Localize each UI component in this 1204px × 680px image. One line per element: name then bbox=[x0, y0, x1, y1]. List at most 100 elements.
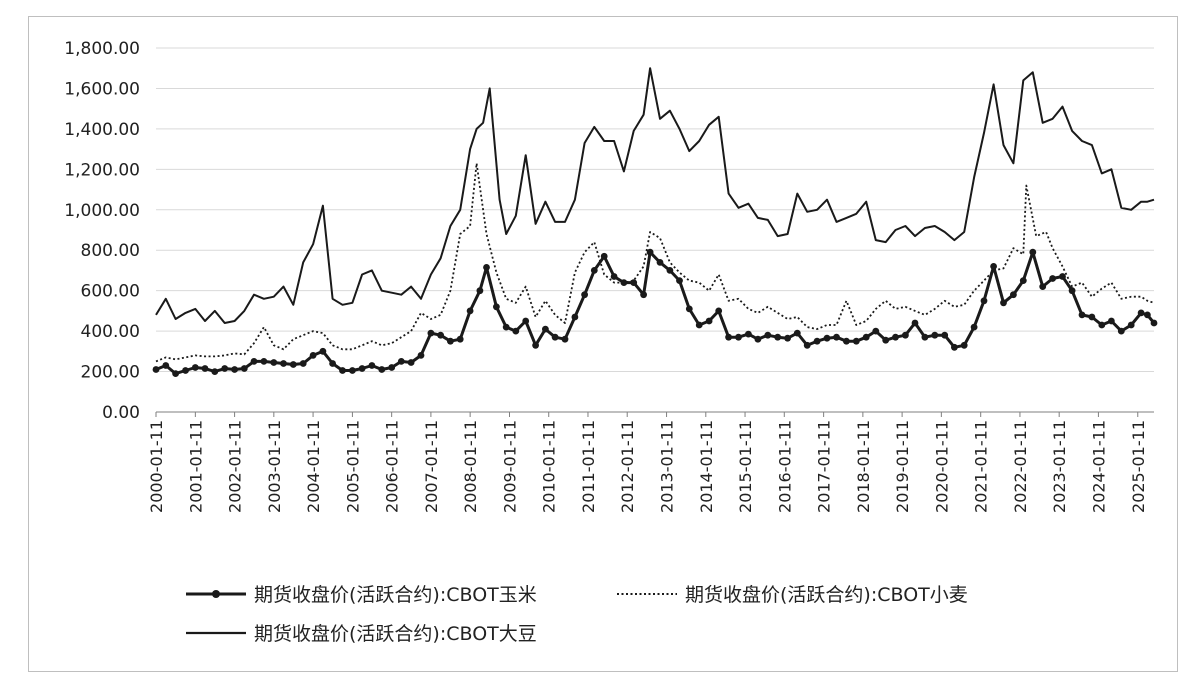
data-point bbox=[951, 343, 958, 351]
data-point bbox=[299, 360, 307, 367]
data-point bbox=[1029, 248, 1037, 256]
x-tick-label: 2025-01-11 bbox=[1129, 420, 1148, 513]
data-point bbox=[620, 279, 628, 286]
data-point bbox=[466, 307, 474, 315]
data-point bbox=[1144, 311, 1151, 319]
data-point bbox=[221, 365, 229, 372]
y-tick-label: 0.00 bbox=[102, 403, 140, 423]
x-axis: 2000-01-11 2001-01-11 2002-01-11 2003-01-11… bbox=[147, 411, 1154, 513]
gridlines bbox=[156, 47, 1154, 413]
x-tick-label: 2008-01-11 bbox=[461, 420, 480, 513]
series-line-3 bbox=[155, 67, 1155, 324]
data-point bbox=[1150, 319, 1158, 327]
data-point bbox=[705, 317, 713, 325]
data-point bbox=[319, 347, 327, 355]
data-point bbox=[407, 359, 415, 366]
x-tick-label: 2001-01-11 bbox=[186, 420, 205, 513]
x-tick-label: 2012-01-11 bbox=[618, 420, 637, 513]
legend-label-1: 期货收盘价(活跃合约):CBOT玉米 bbox=[254, 584, 537, 606]
data-point bbox=[329, 360, 336, 367]
data-point bbox=[152, 366, 160, 373]
data-point bbox=[882, 336, 890, 344]
data-point bbox=[456, 335, 464, 343]
data-point bbox=[397, 358, 405, 365]
data-point bbox=[590, 267, 598, 274]
x-tick-label: 2024-01-11 bbox=[1089, 420, 1108, 513]
data-point bbox=[754, 335, 762, 343]
data-point bbox=[921, 333, 929, 341]
data-point bbox=[1019, 277, 1027, 284]
data-point bbox=[1117, 327, 1125, 335]
data-point bbox=[1088, 313, 1096, 321]
legend: 期货收盘价(活跃合约):CBOT玉米 期货收盘价(活跃合约):CBOT小麦期货收盘… bbox=[186, 584, 968, 645]
data-point bbox=[774, 333, 782, 341]
series-layer bbox=[152, 67, 1158, 377]
data-point bbox=[289, 361, 297, 368]
data-point bbox=[970, 323, 978, 331]
data-point bbox=[378, 366, 386, 373]
data-point bbox=[803, 341, 811, 349]
y-tick-label: 800.00 bbox=[81, 241, 140, 261]
x-tick-label: 2018-01-11 bbox=[854, 420, 873, 513]
data-point bbox=[388, 364, 396, 371]
data-point bbox=[1059, 273, 1066, 280]
data-point bbox=[1010, 291, 1017, 299]
data-point bbox=[872, 327, 880, 335]
data-point bbox=[201, 365, 209, 372]
data-point bbox=[542, 325, 549, 333]
data-point bbox=[240, 365, 248, 372]
data-point bbox=[600, 252, 608, 260]
data-point bbox=[735, 333, 742, 341]
data-point bbox=[676, 277, 683, 284]
data-point bbox=[162, 362, 170, 369]
data-point bbox=[862, 333, 870, 341]
data-point bbox=[532, 341, 539, 349]
x-tick-label: 2000-01-11 bbox=[147, 420, 166, 513]
data-point bbox=[902, 331, 909, 339]
data-point bbox=[1098, 321, 1106, 329]
y-axis-tick-labels: 0.00 200.00 400.00 600.00 800.00 1,000.00 1,20… bbox=[64, 39, 140, 423]
data-point bbox=[1078, 311, 1086, 319]
data-point bbox=[260, 358, 268, 365]
data-point bbox=[646, 248, 654, 256]
series-line-2 bbox=[155, 162, 1155, 363]
y-tick-label: 600.00 bbox=[81, 282, 140, 302]
data-point bbox=[1108, 317, 1115, 325]
data-point bbox=[960, 341, 968, 349]
data-point bbox=[656, 259, 664, 266]
x-tick-label: 2023-01-11 bbox=[1050, 420, 1069, 513]
data-point bbox=[368, 362, 376, 369]
data-point bbox=[437, 331, 444, 339]
data-point bbox=[843, 337, 850, 345]
data-point bbox=[280, 360, 287, 367]
y-tick-label: 1,800.00 bbox=[64, 39, 140, 59]
data-point bbox=[270, 359, 278, 366]
data-point bbox=[941, 331, 949, 339]
y-tick-label: 1,000.00 bbox=[64, 201, 140, 221]
data-point bbox=[764, 331, 772, 339]
data-point bbox=[358, 365, 366, 372]
x-tick-label: 2005-01-11 bbox=[343, 420, 362, 513]
x-tick-label: 2010-01-11 bbox=[540, 420, 559, 513]
data-point bbox=[561, 335, 569, 343]
x-tick-label: 2013-01-11 bbox=[658, 420, 677, 513]
x-tick-label: 2002-01-11 bbox=[226, 420, 245, 513]
data-point bbox=[211, 368, 219, 375]
data-point bbox=[793, 329, 801, 337]
x-tick-label: 2016-01-11 bbox=[775, 420, 794, 513]
data-point bbox=[493, 303, 500, 311]
data-point bbox=[172, 370, 180, 377]
data-point bbox=[852, 337, 860, 345]
y-tick-label: 1,600.00 bbox=[64, 79, 140, 99]
data-point bbox=[182, 367, 189, 374]
x-tick-label: 2021-01-11 bbox=[972, 420, 991, 513]
data-point bbox=[339, 367, 346, 374]
x-tick-label: 2006-01-11 bbox=[383, 420, 402, 513]
y-tick-label: 200.00 bbox=[81, 363, 140, 383]
x-tick-label: 2015-01-11 bbox=[736, 420, 755, 513]
data-point bbox=[892, 333, 899, 341]
data-point bbox=[980, 297, 988, 305]
data-point bbox=[571, 313, 579, 321]
data-point bbox=[715, 307, 723, 315]
data-point bbox=[1127, 321, 1135, 329]
